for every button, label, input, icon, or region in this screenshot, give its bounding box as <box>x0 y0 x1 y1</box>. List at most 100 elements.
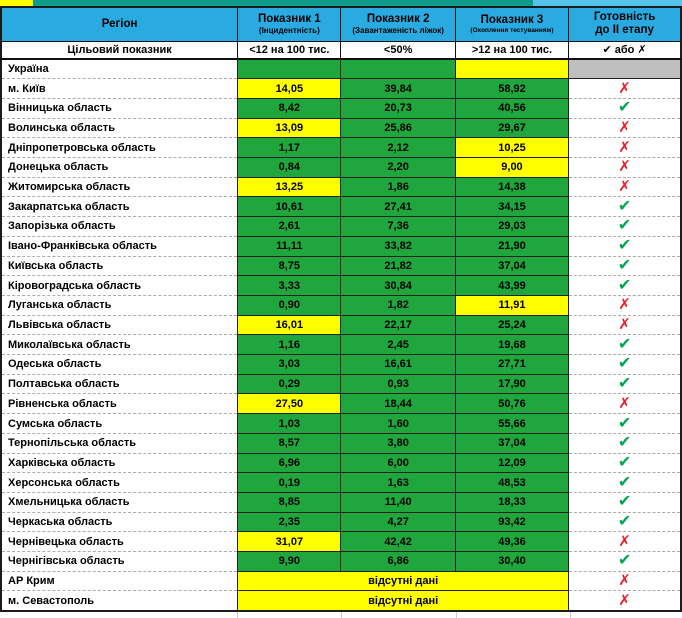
indicator2-cell: 16,61 <box>340 354 456 375</box>
check-icon: ✔ <box>617 473 632 491</box>
readiness-cell: ✔ <box>568 255 681 277</box>
table-row: Миколаївська область 1,16 2,45 19,68 ✔ <box>1 334 681 356</box>
indicator2-cell: 25,86 <box>340 117 456 139</box>
readiness-cell: ✔ <box>568 511 681 533</box>
indicator3-cell: 19,68 <box>454 334 570 356</box>
region-cell: Чернігівська область <box>1 551 239 572</box>
regions-readiness-table: Регіон Показник 1 (Інцидентність) Показн… <box>0 6 682 612</box>
indicator2-cell: 27,41 <box>340 196 456 218</box>
table-row: Кіровоградська область 3,33 30,84 43,99 ✔ <box>1 275 681 296</box>
indicator2-title: Показник 2 <box>366 13 430 26</box>
indicator3-cell: 17,90 <box>454 373 570 395</box>
indicator1-cell: 2,35 <box>237 511 342 533</box>
indicator2-cell: 42,42 <box>340 531 456 553</box>
indicator1-cell: 13,09 <box>237 117 342 139</box>
region-cell: м. Севастополь <box>1 590 239 612</box>
region-cell: АР Крим <box>1 570 239 592</box>
indicator1-cell: 0,19 <box>237 472 342 493</box>
indicator3-cell: 34,15 <box>454 196 570 218</box>
region-cell: Херсонська область <box>1 472 239 493</box>
table-row: Сумська область 1,03 1,60 55,66 ✔ <box>1 413 681 434</box>
indicator3-cell: 55,66 <box>454 413 570 434</box>
indicator2-cell: 2,20 <box>340 157 456 178</box>
readiness-cell: ✗ <box>568 117 681 139</box>
readiness-cell: ✗ <box>568 157 681 178</box>
check-icon: ✔ <box>617 552 632 570</box>
region-cell: Тернопільська область <box>1 432 239 454</box>
indicator2-cell: 33,82 <box>340 235 456 257</box>
readiness-cell: ✔ <box>568 373 681 395</box>
cross-icon: ✗ <box>618 138 631 156</box>
region-cell: Кіровоградська область <box>1 275 239 296</box>
bottom-filler-row <box>0 612 682 618</box>
indicator3-cell: 11,91 <box>454 294 570 316</box>
region-cell: Одеська область <box>1 354 239 375</box>
readiness-cell <box>568 58 682 80</box>
indicator1-title: Показник 1 <box>258 13 321 26</box>
indicator2-cell: 1,60 <box>340 413 456 434</box>
check-icon: ✔ <box>617 434 632 452</box>
indicator2-cell: 6,00 <box>340 452 456 474</box>
readiness-cell: ✔ <box>568 452 681 474</box>
table-row: Донецька область 0,84 2,20 9,00 ✗ <box>1 157 681 178</box>
readiness-cell: ✗ <box>568 78 681 99</box>
indicator3-cell: 48,53 <box>454 472 570 493</box>
region-cell: Хмельницька область <box>1 491 239 513</box>
region-cell: Полтавська область <box>1 373 239 395</box>
top-strip-teal-segment <box>33 0 533 6</box>
indicator1-cell: 0,84 <box>237 157 342 178</box>
check-icon: ✔ <box>617 217 632 235</box>
indicator1-subtitle: (Інцидентність) <box>258 26 320 36</box>
table-row: Чернігівська область 9,90 6,86 30,40 ✔ <box>1 551 681 572</box>
filler-readiness-segment <box>571 612 682 618</box>
readiness-cell: ✗ <box>568 531 681 553</box>
column-header-readiness: Готовність до II етапу <box>568 6 682 42</box>
indicator1-cell: 1,16 <box>237 334 342 356</box>
filler-indicator1-segment <box>238 612 342 618</box>
indicator3-cell: 10,25 <box>454 137 570 159</box>
indicator3-cell: 50,76 <box>454 393 570 415</box>
table-row: Київська область 8,75 21,82 37,04 ✔ <box>1 255 681 277</box>
check-icon: ✔ <box>617 375 632 393</box>
filler-indicator2-segment <box>342 612 457 618</box>
indicator2-cell: 18,44 <box>340 393 456 415</box>
indicator3-cell: 40,56 <box>454 97 570 119</box>
check-icon: ✔ <box>617 237 632 255</box>
indicator1-cell: 13,25 <box>237 176 342 198</box>
readiness-cell: ✗ <box>568 570 681 592</box>
indicator1-cell: 31,07 <box>237 531 342 553</box>
indicator3-cell: 29,67 <box>454 117 570 139</box>
target-indicator2: <50% <box>340 40 456 60</box>
readiness-cell: ✗ <box>568 590 681 612</box>
indicator1-cell: 10,61 <box>237 196 342 218</box>
readiness-title-line2: до II етапу <box>595 24 654 37</box>
indicator2-subtitle: (Завантаженість ліжок) <box>352 26 444 36</box>
check-icon: ✔ <box>617 197 632 215</box>
column-header-region: Регіон <box>0 6 239 42</box>
readiness-cell: ✔ <box>568 275 681 296</box>
table-row: Харківська область 6,96 6,00 12,09 ✔ <box>1 452 681 474</box>
indicator2-cell: 1,82 <box>340 294 456 316</box>
table-row: Україна <box>1 58 682 80</box>
table-row: Дніпропетровська область 1,17 2,12 10,25 ✗ <box>1 137 681 159</box>
region-cell: Дніпропетровська область <box>1 137 239 159</box>
cross-icon: ✗ <box>618 315 631 333</box>
header-row: Регіон Показник 1 (Інцидентність) Показн… <box>0 6 682 42</box>
table-row: Волинська область 13,09 25,86 29,67 ✗ <box>1 117 681 139</box>
indicator1-cell: 8,42 <box>237 97 342 119</box>
indicator1-cell: 11,11 <box>237 235 342 257</box>
region-cell: м. Київ <box>1 78 239 99</box>
table-row: АР Крим відсутні дані ✗ <box>1 570 681 592</box>
indicator3-cell: 18,33 <box>454 491 570 513</box>
region-cell: Миколаївська область <box>1 334 239 356</box>
region-cell: Харківська область <box>1 452 239 474</box>
readiness-cell: ✔ <box>568 472 681 493</box>
table-row: Чернівецька область 31,07 42,42 49,36 ✗ <box>1 531 681 553</box>
indicator2-cell: 6,86 <box>340 551 456 572</box>
table-row: Тернопільська область 8,57 3,80 37,04 ✔ <box>1 432 681 454</box>
readiness-cell: ✔ <box>568 432 681 454</box>
indicator3-cell: 93,42 <box>454 511 570 533</box>
column-header-indicator3: Показник 3 (Охоплення тестуванням) <box>454 6 570 42</box>
cross-icon: ✗ <box>618 118 631 136</box>
